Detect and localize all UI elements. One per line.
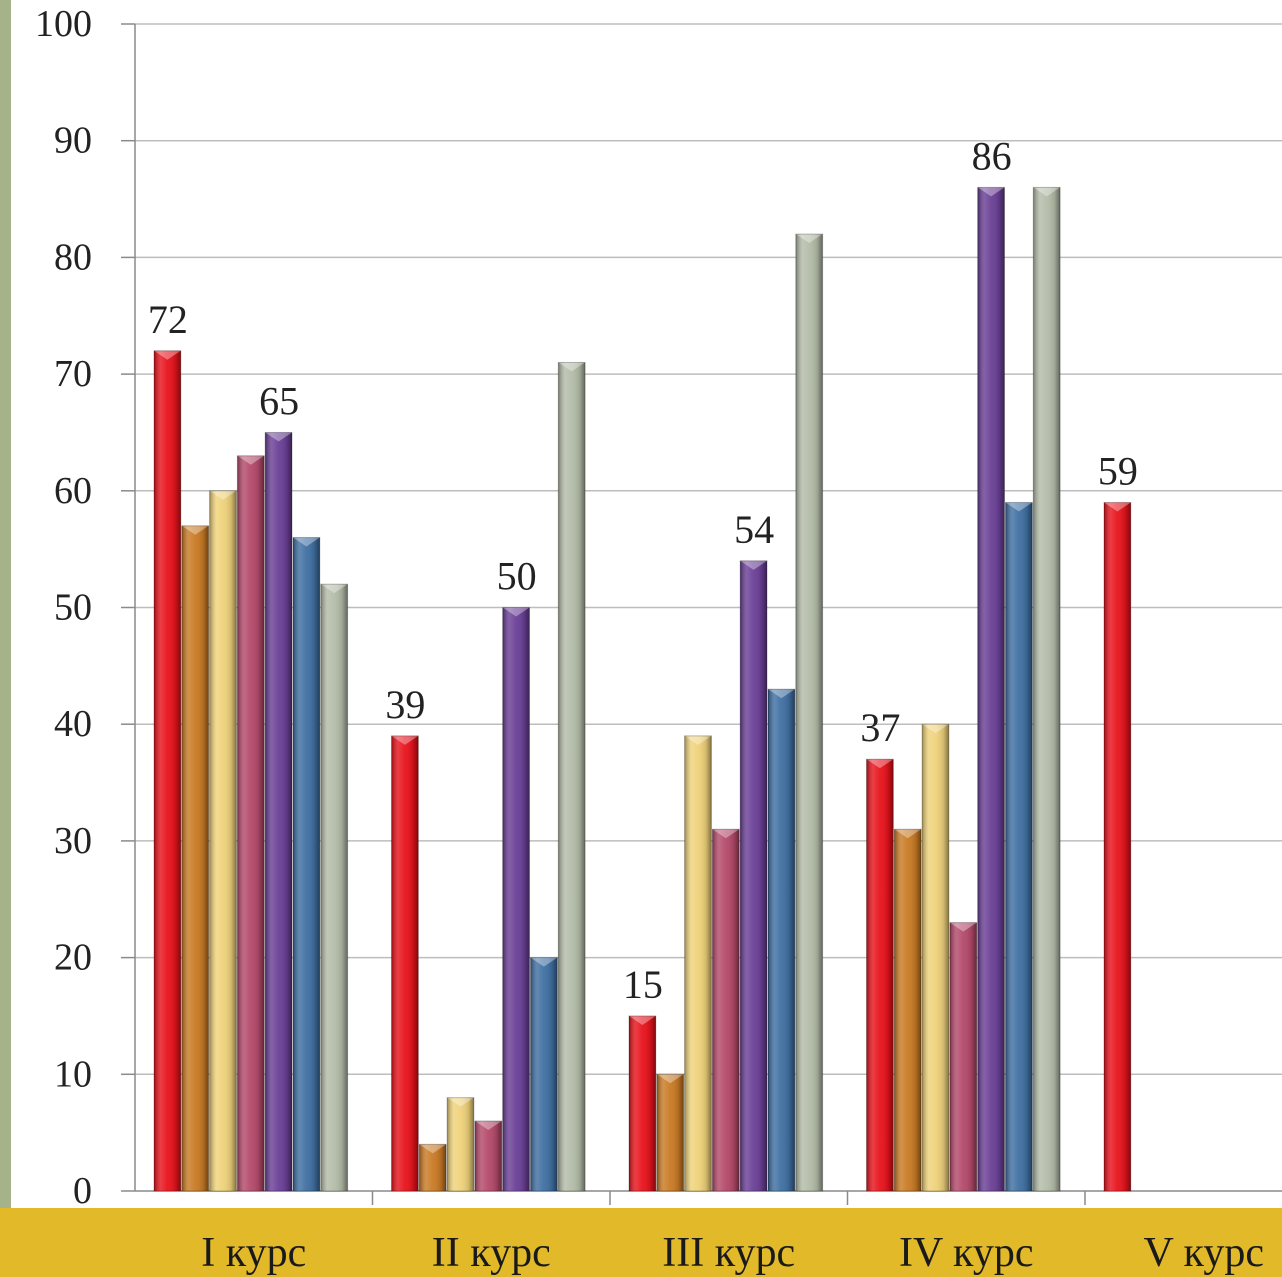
y-tick-label: 20 [54, 937, 92, 979]
bar [1032, 186, 1061, 1192]
category-label: III курс [662, 1230, 795, 1276]
category-axis-band [0, 1208, 1282, 1277]
bars [153, 186, 1132, 1192]
bar [628, 1015, 657, 1192]
bar [209, 490, 237, 1192]
bar [977, 186, 1006, 1192]
data-label: 59 [1098, 448, 1138, 493]
bar [767, 688, 796, 1192]
category-label: I курс [201, 1230, 306, 1276]
y-tick-label: 30 [54, 820, 92, 862]
bar [502, 607, 531, 1192]
y-tick-label: 90 [54, 120, 92, 162]
y-tick-label: 10 [54, 1053, 92, 1095]
y-tick-label: 100 [35, 3, 92, 45]
bar [1005, 501, 1033, 1192]
bar [264, 431, 293, 1192]
data-label: 37 [860, 705, 900, 750]
data-label: 54 [734, 507, 774, 552]
data-label: 39 [385, 682, 425, 727]
bar [921, 723, 950, 1192]
bar [418, 1143, 447, 1192]
left-accent-stripe [0, 0, 11, 1210]
bar [1103, 501, 1132, 1192]
data-label: 65 [259, 378, 299, 423]
bar [320, 583, 349, 1192]
bar [949, 922, 978, 1192]
data-label: 86 [972, 133, 1012, 178]
category-label: V курс [1143, 1230, 1264, 1276]
data-label: 72 [148, 297, 188, 342]
bar [711, 828, 740, 1192]
labels: 0 10 20 30 40 50 60 70 80 90 100 I курс II курс III к… [35, 3, 1264, 1276]
bar [893, 828, 922, 1192]
bar [236, 455, 265, 1192]
y-tick-label: 60 [54, 470, 92, 512]
bar [474, 1120, 503, 1192]
bar [656, 1073, 685, 1192]
y-tick-label: 80 [54, 236, 92, 278]
y-tick-label: 0 [73, 1170, 92, 1212]
category-label: II курс [432, 1230, 551, 1276]
data-label: 15 [623, 962, 663, 1007]
bar [684, 735, 712, 1192]
y-tick-label: 70 [54, 353, 92, 395]
y-tick-label: 50 [54, 587, 92, 629]
bar [153, 350, 182, 1192]
bar [391, 735, 419, 1192]
bar [739, 560, 768, 1192]
data-label: 50 [497, 554, 537, 599]
bar [866, 758, 894, 1192]
bar [446, 1097, 475, 1192]
bar [181, 525, 210, 1192]
bar [557, 361, 586, 1192]
y-tick-label: 40 [54, 703, 92, 745]
category-label: IV курс [899, 1230, 1034, 1276]
bar [292, 536, 321, 1192]
bar [795, 233, 824, 1192]
bar [530, 957, 558, 1192]
